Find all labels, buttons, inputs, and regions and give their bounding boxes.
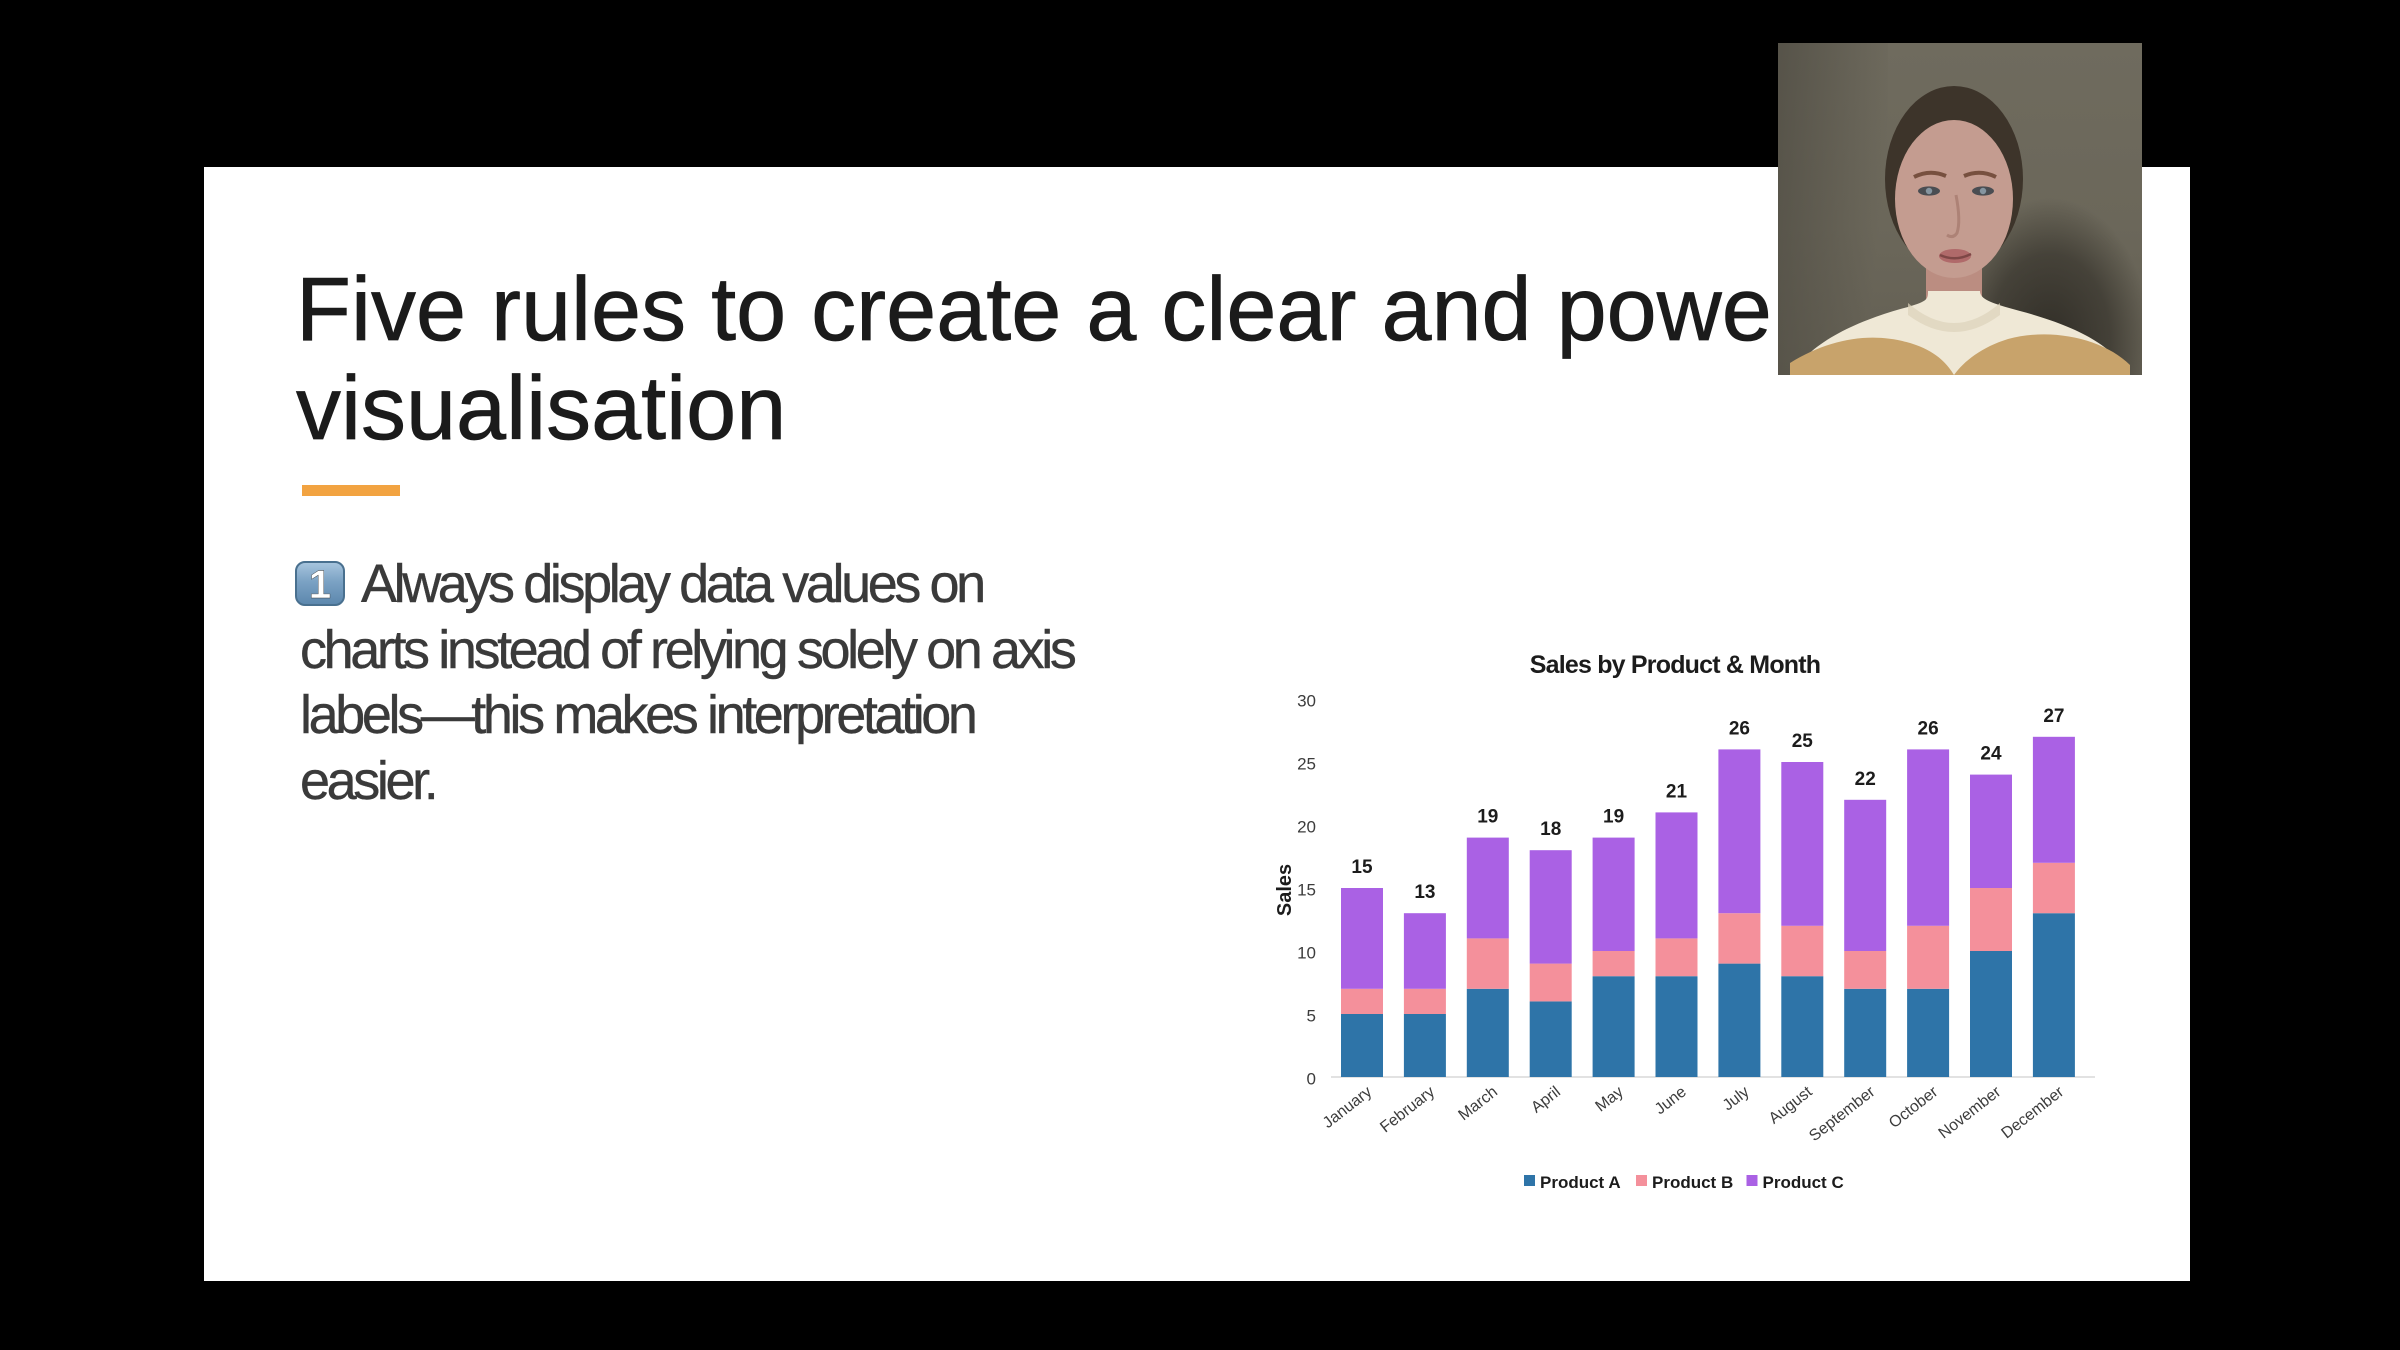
svg-text:21: 21 bbox=[1666, 781, 1688, 802]
svg-text:Product A: Product A bbox=[1540, 1173, 1621, 1192]
svg-text:24: 24 bbox=[1980, 744, 2002, 765]
svg-text:Sales: Sales bbox=[1274, 864, 1296, 916]
svg-text:25: 25 bbox=[1297, 755, 1316, 774]
svg-text:15: 15 bbox=[1351, 857, 1373, 878]
svg-text:July: July bbox=[1720, 1083, 1753, 1114]
svg-text:5: 5 bbox=[1307, 1007, 1316, 1026]
svg-text:September: September bbox=[1806, 1083, 1879, 1145]
svg-text:13: 13 bbox=[1414, 882, 1435, 903]
svg-text:February: February bbox=[1377, 1083, 1438, 1136]
svg-text:10: 10 bbox=[1297, 944, 1316, 963]
svg-text:15: 15 bbox=[1297, 881, 1316, 900]
svg-text:18: 18 bbox=[1540, 819, 1561, 840]
svg-text:October: October bbox=[1886, 1083, 1942, 1132]
svg-text:March: March bbox=[1456, 1083, 1501, 1124]
svg-text:November: November bbox=[1936, 1083, 2005, 1142]
svg-text:26: 26 bbox=[1918, 718, 1939, 739]
svg-text:25: 25 bbox=[1792, 731, 1814, 752]
svg-text:December: December bbox=[1999, 1083, 2068, 1142]
svg-text:22: 22 bbox=[1855, 769, 1876, 790]
svg-text:Sales by Product & Month: Sales by Product & Month bbox=[1530, 651, 1821, 679]
svg-text:26: 26 bbox=[1729, 718, 1750, 739]
svg-text:Product C: Product C bbox=[1763, 1173, 1844, 1192]
svg-text:27: 27 bbox=[2043, 706, 2064, 727]
svg-text:19: 19 bbox=[1603, 807, 1624, 828]
svg-text:January: January bbox=[1320, 1083, 1375, 1131]
svg-text:19: 19 bbox=[1477, 807, 1498, 828]
svg-text:30: 30 bbox=[1297, 692, 1316, 711]
svg-text:August: August bbox=[1766, 1083, 1816, 1127]
svg-text:June: June bbox=[1652, 1083, 1690, 1118]
svg-text:Product B: Product B bbox=[1652, 1173, 1733, 1192]
svg-text:0: 0 bbox=[1307, 1070, 1316, 1089]
svg-text:April: April bbox=[1528, 1083, 1564, 1116]
svg-text:20: 20 bbox=[1297, 818, 1316, 837]
svg-text:May: May bbox=[1593, 1083, 1627, 1115]
